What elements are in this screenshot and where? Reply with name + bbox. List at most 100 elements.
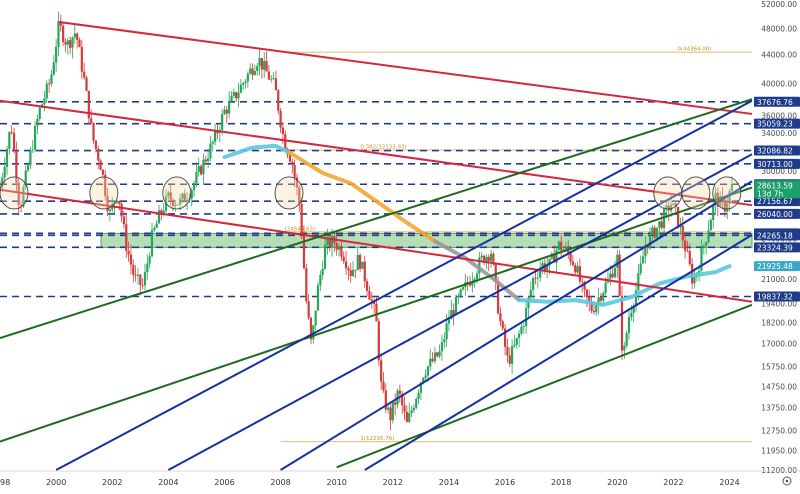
level-badge-label: 30713.00 [757,160,793,169]
candle-body [405,411,408,422]
candle-body [394,402,397,405]
candle-body [473,278,476,281]
candle-body [80,47,83,72]
candle-body [665,205,668,210]
candle-body [452,310,455,315]
candle-body [33,126,37,150]
candle-body [522,326,525,327]
candle-body [728,191,731,204]
candle-body [288,154,292,162]
candle-body [211,141,214,144]
candle-body [143,272,147,286]
candle-body [312,325,315,340]
x-tick-label: 2016 [495,478,515,487]
candle-body [190,190,193,199]
candle-body [178,198,182,205]
level-badge-label: 35059.23 [757,120,793,129]
current-price-badge-label: 28613.59 [757,181,793,190]
fib-levels: 0(44364.00) 0.382(32133.93) (24545.63) 1(12… [280,47,752,442]
candle-body [192,182,196,191]
highlight-circle [274,176,304,210]
candle-body [389,407,392,421]
candle-body [634,290,638,307]
candle-body [183,193,186,202]
candle-body [326,237,329,245]
candle-body [485,256,488,263]
level-badge-bg [754,196,800,207]
level-badge-bg [754,118,800,129]
candle-body [401,394,404,406]
candle-body [450,310,453,320]
candle-body [118,200,121,204]
candle-body [480,255,483,258]
y-tick-label: 21000.00 [761,275,797,284]
candle-body [370,299,373,302]
candle-body [468,283,472,286]
candle-body [148,256,151,264]
candlestick-series [0,11,733,431]
level-badge-bg [754,96,800,107]
settings-icon[interactable] [782,476,792,486]
candle-body [443,339,446,343]
candle-body [36,118,39,127]
candle-body [457,295,460,298]
candle-body [209,143,212,159]
candle-body [471,280,474,286]
x-tick-label: 2022 [663,478,683,487]
candle-body [501,321,504,329]
candle-body [335,243,338,250]
candle-body [15,151,18,183]
candle-body [104,174,107,197]
candle-body [270,78,273,80]
candle-body [284,134,287,149]
candle-body [242,83,245,85]
candle-body [597,297,600,305]
candle-body [92,122,95,141]
candle-body [387,407,390,410]
candle-body [99,160,102,170]
x-tick-label: 2002 [102,478,122,487]
candle-body [426,366,430,376]
trendline [0,188,753,303]
trendlines [0,21,753,471]
candle-body [410,410,413,413]
candle-body [351,269,355,277]
candle-body [330,235,334,248]
candle-body [50,74,53,84]
level-badge-label: 27156.67 [757,197,793,206]
candle-body [26,165,30,171]
candle-body [487,256,490,262]
candle-body [644,245,647,257]
candle-body [19,205,23,207]
candle-body [62,25,65,43]
y-tick-label: 19400.00 [761,299,797,308]
candle-body [10,132,13,133]
highlight-circle [681,176,711,210]
candle-body [108,209,112,212]
candle-body [29,150,32,166]
candle-body [625,332,628,346]
candle-body [581,281,584,283]
candle-body [688,251,691,265]
candle-body [232,92,235,96]
candle-body [85,77,88,91]
candle-body [489,253,493,262]
y-tick-label: 52000.00 [761,0,797,9]
candle-body [655,227,659,238]
trendline [364,234,753,471]
candle-body [492,253,495,265]
fib-label: 0.382(32133.93) [360,145,406,151]
candle-body [627,317,631,333]
moving-average-line [287,150,437,244]
candle-body [274,78,278,91]
candle-body [78,40,81,48]
candle-body [380,360,383,382]
candle-body [576,266,579,273]
candle-body [197,166,200,173]
level-badge-label: 37676.76 [757,98,793,107]
candle-body [244,81,247,84]
candle-body [373,301,376,305]
candle-body [424,375,427,378]
candle-body [43,98,46,105]
